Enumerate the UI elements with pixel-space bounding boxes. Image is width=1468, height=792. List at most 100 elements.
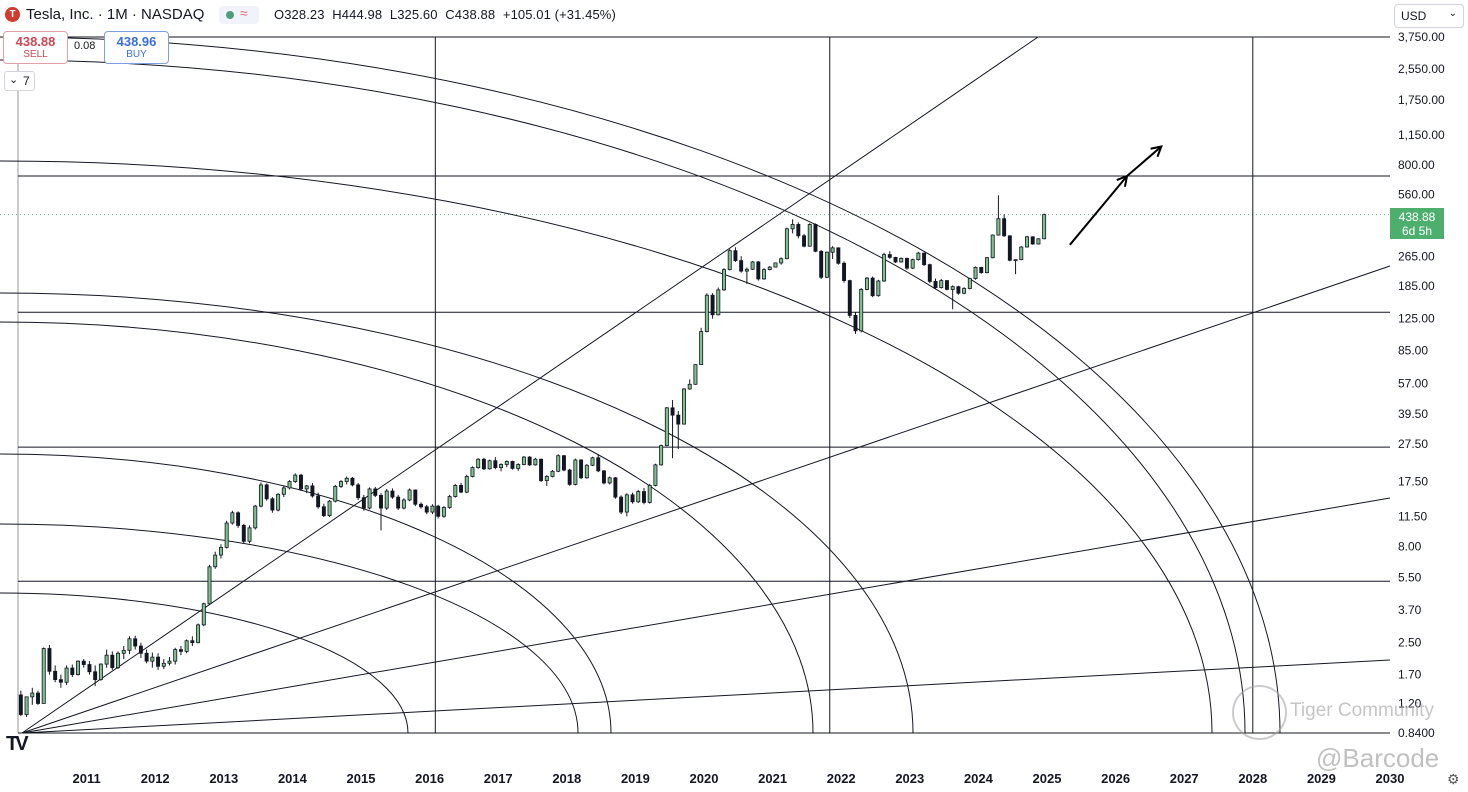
candle-body — [304, 485, 309, 490]
candle-body — [1007, 235, 1012, 261]
candle-body — [927, 264, 932, 282]
y-tick-label: 3,750.00 — [1398, 30, 1445, 44]
candle-body — [561, 455, 566, 471]
candle-body — [218, 546, 223, 556]
candle-body — [36, 692, 40, 704]
y-tick-label: 3.70 — [1398, 603, 1422, 617]
candle-body — [127, 638, 132, 651]
candle-body — [916, 252, 921, 261]
candle-body — [419, 503, 423, 508]
candle-body — [213, 554, 218, 568]
candle-body — [504, 461, 509, 465]
currency-value: USD — [1401, 9, 1427, 23]
candle-body — [361, 497, 366, 509]
fibonacci-arc — [0, 36, 1281, 734]
candle-body — [58, 679, 63, 683]
candle-body — [161, 662, 166, 667]
candle-body — [847, 280, 852, 316]
candle-body — [413, 489, 418, 505]
candle-body — [430, 505, 435, 513]
x-tick-label: 2019 — [621, 771, 650, 786]
x-tick-label: 2026 — [1101, 771, 1130, 786]
candle-body — [722, 269, 726, 291]
candle-body — [967, 278, 972, 289]
y-tick-label: 1,750.00 — [1398, 93, 1445, 107]
chevron-down-icon: ⌄ — [1448, 8, 1457, 19]
candle-body — [802, 235, 807, 247]
candle-body — [607, 477, 612, 484]
candle-body — [630, 494, 635, 503]
candle-body — [499, 464, 504, 469]
fibonacci-arc — [0, 321, 814, 734]
candle-body — [1042, 214, 1047, 240]
projection-arrow — [1069, 175, 1128, 246]
candle-body — [727, 250, 732, 271]
fibonacci-arc — [0, 523, 579, 734]
candle-body — [333, 485, 338, 502]
candle-body — [116, 652, 121, 669]
candle-body — [270, 498, 275, 511]
candle-body — [636, 491, 641, 503]
high-value: H444.98 — [332, 7, 383, 22]
candle-body — [70, 667, 75, 676]
candle-body — [653, 464, 658, 486]
market-open-dot-icon — [226, 11, 234, 19]
candle-body — [104, 654, 109, 665]
candle-body — [596, 457, 601, 472]
candle-body — [150, 656, 155, 662]
candle-body — [64, 667, 69, 683]
y-tick-label: 85.00 — [1398, 344, 1428, 358]
market-status-badge[interactable]: ≈ — [219, 5, 259, 24]
gear-icon[interactable]: ⚙ — [1447, 771, 1460, 787]
x-tick-label: 2013 — [209, 771, 238, 786]
candle-body — [567, 469, 572, 485]
watermark-author: @Barcode — [1316, 743, 1440, 773]
candle-body — [424, 506, 429, 513]
candle-body — [990, 234, 995, 259]
currency-select[interactable]: USD ⌄ — [1394, 4, 1464, 28]
last-price-value: 438.88 — [1398, 210, 1436, 224]
x-tick-label: 2022 — [827, 771, 856, 786]
x-tick-label: 2027 — [1170, 771, 1199, 786]
candle-body — [258, 484, 263, 507]
fan-line — [21, 36, 1039, 734]
watermark-community: Tiger Community — [1290, 700, 1434, 721]
candle-body — [693, 364, 698, 385]
candle-body — [144, 652, 149, 662]
candle-body — [196, 624, 201, 644]
candle-body — [81, 660, 86, 665]
candle-body — [985, 257, 989, 274]
candle-body — [481, 458, 486, 470]
tradingview-logo-icon[interactable]: TV — [6, 733, 28, 755]
candle-body — [190, 640, 195, 644]
candle-body — [396, 496, 401, 509]
candle-body — [201, 603, 206, 626]
indicators-collapse-button[interactable]: ⌄ 7 — [4, 71, 35, 91]
candle-body — [167, 660, 172, 664]
y-tick-label: 11.50 — [1398, 509, 1427, 523]
candle-body — [527, 456, 532, 466]
y-tick-label: 1.20 — [1398, 696, 1422, 710]
candle-body — [1013, 259, 1018, 262]
candle-body — [682, 388, 686, 425]
sell-label: SELL — [23, 49, 48, 60]
candle-body — [133, 638, 138, 647]
candle-body — [521, 456, 526, 465]
close-value: C438.88 — [445, 7, 496, 22]
x-tick-label: 2029 — [1307, 771, 1336, 786]
candle-body — [676, 414, 681, 425]
candle-body — [876, 280, 881, 297]
candle-body — [407, 489, 412, 501]
candle-body — [276, 493, 281, 511]
y-tick-label: 125.00 — [1398, 312, 1435, 326]
candle-body — [859, 289, 864, 332]
candle-body — [579, 459, 584, 479]
candle-body — [790, 224, 795, 230]
buy-button[interactable]: 438.96 BUY — [104, 31, 169, 64]
candle-body — [956, 286, 961, 294]
sell-button[interactable]: 438.88 SELL — [3, 31, 68, 64]
symbol-title[interactable]: Tesla, Inc. · 1M · NASDAQ — [26, 6, 205, 23]
buy-price: 438.96 — [116, 34, 157, 49]
candle-body — [293, 474, 298, 482]
